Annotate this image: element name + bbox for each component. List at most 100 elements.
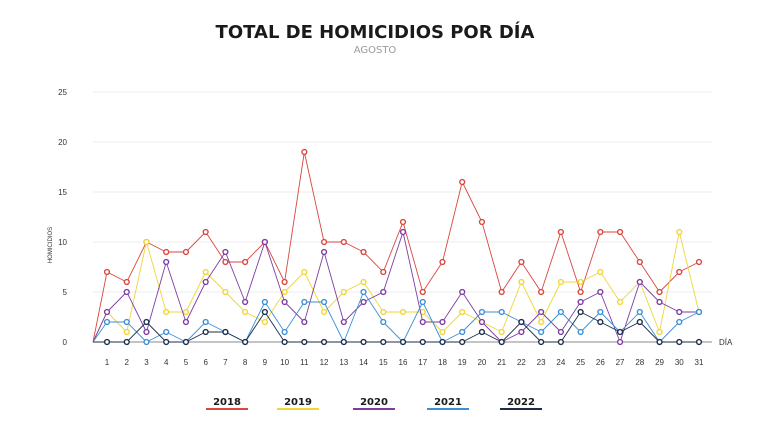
y-tick-label: 20 [58,138,67,147]
legend-item-2022: 2022 [500,397,542,410]
data-point-2021 [261,298,268,306]
data-point-2021 [202,318,209,326]
data-point-2019 [340,288,347,296]
data-point-2019 [498,328,505,336]
data-point-2018 [242,258,249,266]
x-tick-label: 22 [517,358,526,367]
x-axis-label: DÍA [719,338,733,347]
x-tick-label: 29 [655,358,664,367]
data-point-2019 [182,308,190,316]
data-point-2018 [597,228,604,236]
data-point-2019 [222,288,229,296]
data-point-2019 [676,228,683,236]
x-tick-label: 11 [300,358,309,367]
data-point-2019 [123,328,130,336]
data-point-2022 [478,328,486,336]
data-point-2021 [163,328,170,336]
data-point-2018 [360,248,367,256]
data-point-2020 [242,298,249,306]
series-line-2021 [92,291,700,343]
data-point-2020 [616,338,624,346]
series-group [92,148,703,346]
data-point-2022 [281,338,288,346]
data-point-2019 [459,308,466,316]
data-point-2020 [163,258,170,266]
data-point-2019 [538,318,545,326]
x-tick-label: 27 [616,358,625,367]
x-tick-label: 8 [243,358,248,367]
data-point-2019 [261,318,268,326]
legend-item-2019: 2019 [277,397,319,410]
data-point-2019 [202,268,209,276]
data-point-2022 [103,338,111,346]
data-point-2020 [222,248,229,256]
series-line-2022 [93,311,699,343]
data-point-2020 [123,288,130,296]
x-tick-label: 1 [105,358,110,367]
data-point-2022 [439,338,446,346]
data-point-2019 [242,308,249,316]
data-point-2022 [557,338,564,346]
data-point-2022 [518,318,525,326]
data-point-2018 [616,228,624,236]
x-tick-label: 20 [477,358,486,367]
data-point-2019 [439,328,446,336]
data-point-2020 [597,288,604,296]
data-point-2020 [143,328,150,336]
x-tick-label: 10 [280,358,289,367]
data-point-2021 [380,318,387,326]
data-point-2022 [301,338,308,346]
data-point-2020 [340,318,347,326]
data-point-2018 [636,258,643,266]
data-point-2022 [143,318,150,326]
data-point-2018 [459,178,466,186]
x-tick-label: 30 [675,358,684,367]
x-tick-label: 14 [359,358,368,367]
x-axis-ticks: 1 2 3 4 5 6 7 8 9 10 11 12 13 14 15 16 17 18 19 20 21 22 23 24 2… [105,358,704,367]
data-point-2022 [419,338,426,346]
data-point-2020 [103,308,111,316]
data-point-2018 [301,148,308,156]
series-2018 [92,148,703,343]
data-point-2021 [557,308,564,316]
data-point-2021 [123,318,130,326]
data-point-2022 [320,338,328,346]
legend-item-2020: 2020 [353,397,395,410]
data-point-2019 [616,298,624,306]
data-point-2018 [380,268,387,276]
x-tick-label: 5 [184,358,189,367]
data-point-2018 [695,258,703,266]
data-point-2022 [616,328,624,336]
data-point-2022 [656,338,663,346]
data-point-2020 [399,228,407,236]
x-tick-label: 24 [556,358,565,367]
legend-label: 2020 [360,397,388,408]
data-point-2019 [656,328,663,336]
data-point-2020 [301,318,308,326]
data-point-2020 [419,318,426,326]
data-point-2021 [103,318,111,326]
data-point-2018 [320,238,328,246]
data-point-2021 [676,318,683,326]
data-point-2022 [695,338,703,346]
data-point-2019 [518,278,525,286]
data-point-2021 [301,298,308,306]
data-point-2022 [242,338,249,346]
y-axis-label: HOMICIDIOS [48,227,54,263]
legend-item-2021: 2021 [427,397,469,410]
data-point-2018 [676,268,683,276]
x-tick-label: 9 [263,358,268,367]
data-point-2022 [182,338,190,346]
data-point-2019 [163,308,170,316]
data-point-2020 [656,298,663,306]
x-tick-label: 4 [164,358,169,367]
data-point-2021 [143,338,150,346]
data-point-2022 [676,338,683,346]
data-point-2022 [597,318,604,326]
x-tick-label: 16 [399,358,408,367]
data-point-2022 [498,338,505,346]
data-point-2020 [518,328,525,336]
x-tick-label: 23 [537,358,546,367]
data-point-2020 [636,278,643,286]
